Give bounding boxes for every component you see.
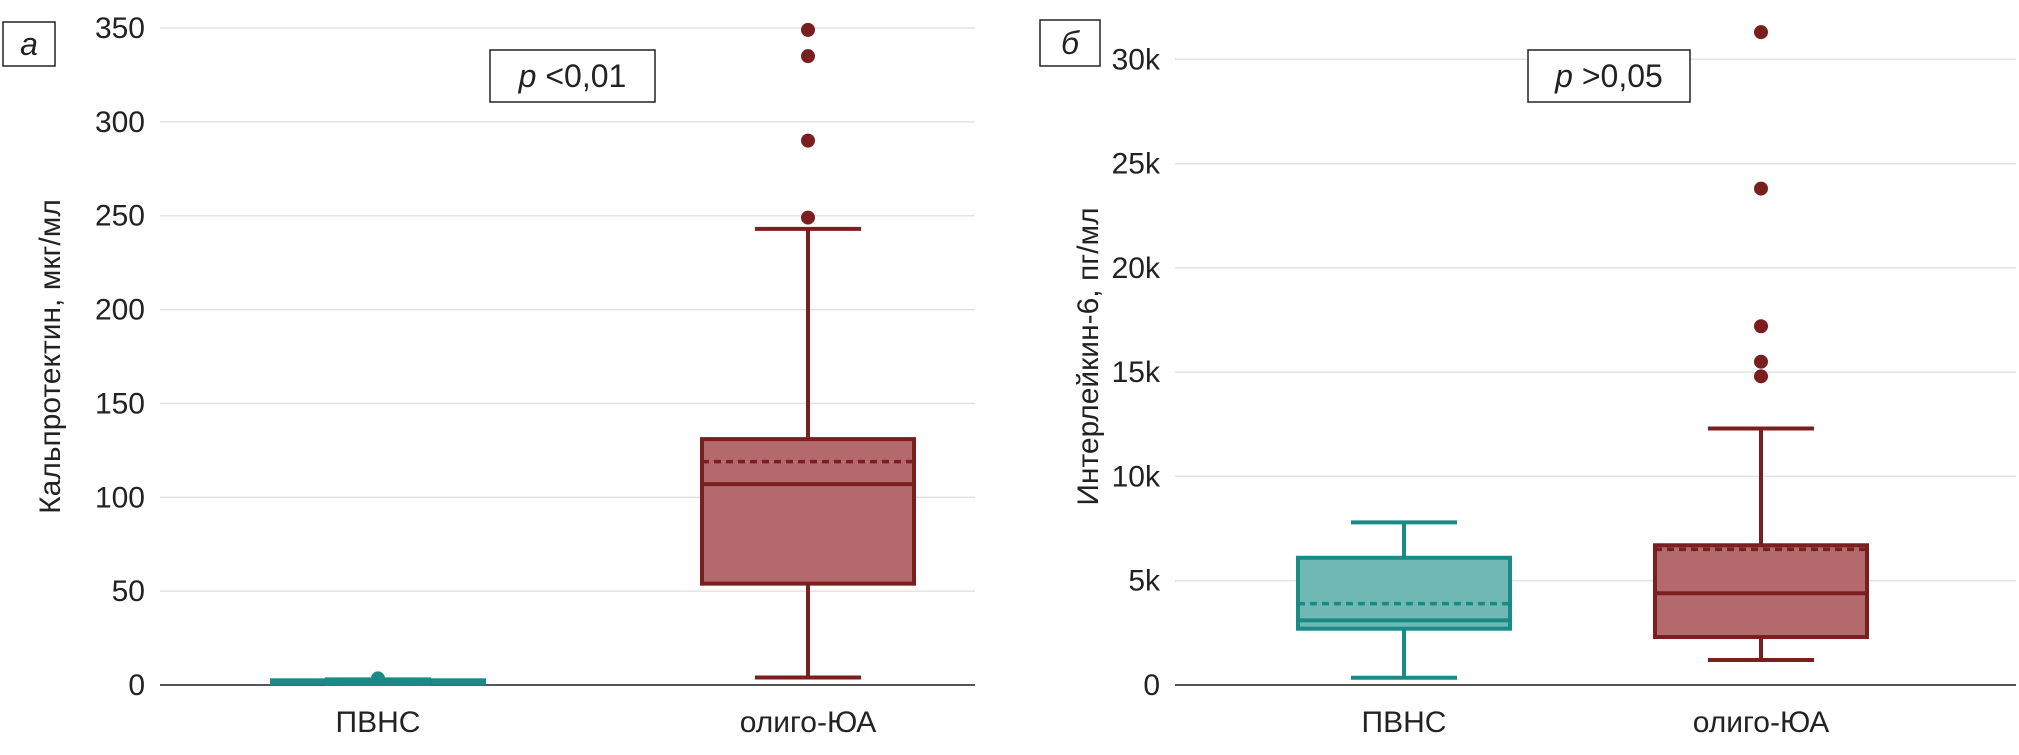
outlier-point <box>371 671 385 686</box>
outlier-point <box>1754 25 1768 40</box>
panel-tag: б <box>1061 25 1080 61</box>
box-iqr <box>1296 555 1512 631</box>
outlier-point <box>1754 354 1768 369</box>
panel-1: 0 50 100 150 200 250 300 350 Кальпротектин, мкг/… <box>2 12 975 739</box>
box-series-2 <box>700 22 916 680</box>
y-tick-label: 150 <box>95 387 145 420</box>
panel-tag-box <box>2 21 56 67</box>
outlier-point <box>801 210 815 225</box>
category-label: олиго-ЮА <box>740 706 877 739</box>
y-axis-title: Кальпротектин, мкг/мл <box>34 199 67 514</box>
y-tick-label: 15k <box>1112 356 1161 389</box>
box-series-2 <box>1653 25 1869 662</box>
y-tick-label: 350 <box>95 12 145 45</box>
box-series-1 <box>270 671 486 687</box>
category-label: ПВНС <box>1362 706 1447 739</box>
y-tick-label: 10k <box>1112 460 1161 493</box>
panel-tag-box <box>1039 19 1101 67</box>
box-iqr <box>700 437 916 586</box>
panel-2: 0 5k 10k 15k 20k 25k 30k Интерлейкин-6, пг/мл б p… <box>1039 19 2016 739</box>
outlier-point <box>801 22 815 37</box>
box-series-1 <box>1296 520 1512 680</box>
outlier-point <box>801 133 815 148</box>
outlier-point <box>1754 319 1768 334</box>
y-tick-label: 200 <box>95 294 145 327</box>
y-tick-label: 100 <box>95 481 145 514</box>
y-tick-label: 300 <box>95 106 145 139</box>
outlier-point <box>1754 181 1768 196</box>
y-tick-label: 250 <box>95 200 145 233</box>
outlier-point <box>1754 369 1768 384</box>
y-tick-label: 5k <box>1128 565 1161 598</box>
y-tick-label: 0 <box>1143 669 1160 702</box>
y-tick-label: 0 <box>128 669 145 702</box>
category-label: олиго-ЮА <box>1693 706 1830 739</box>
p-value-box <box>489 49 656 103</box>
y-tick-label: 25k <box>1112 148 1161 181</box>
outlier-point <box>801 49 815 64</box>
y-tick-label: 50 <box>112 575 145 608</box>
y-axis-title: Интерлейкин-6, пг/мл <box>1072 207 1105 505</box>
p-value-label: p >0,05 <box>1554 58 1663 94</box>
category-label: ПВНС <box>336 706 421 739</box>
panel-tag: а <box>20 26 38 62</box>
p-value-label: p <0,01 <box>518 58 627 94</box>
y-tick-label: 20k <box>1112 252 1161 285</box>
box-iqr <box>1653 543 1869 640</box>
y-tick-label: 30k <box>1112 43 1161 76</box>
p-value-box <box>1527 49 1691 103</box>
